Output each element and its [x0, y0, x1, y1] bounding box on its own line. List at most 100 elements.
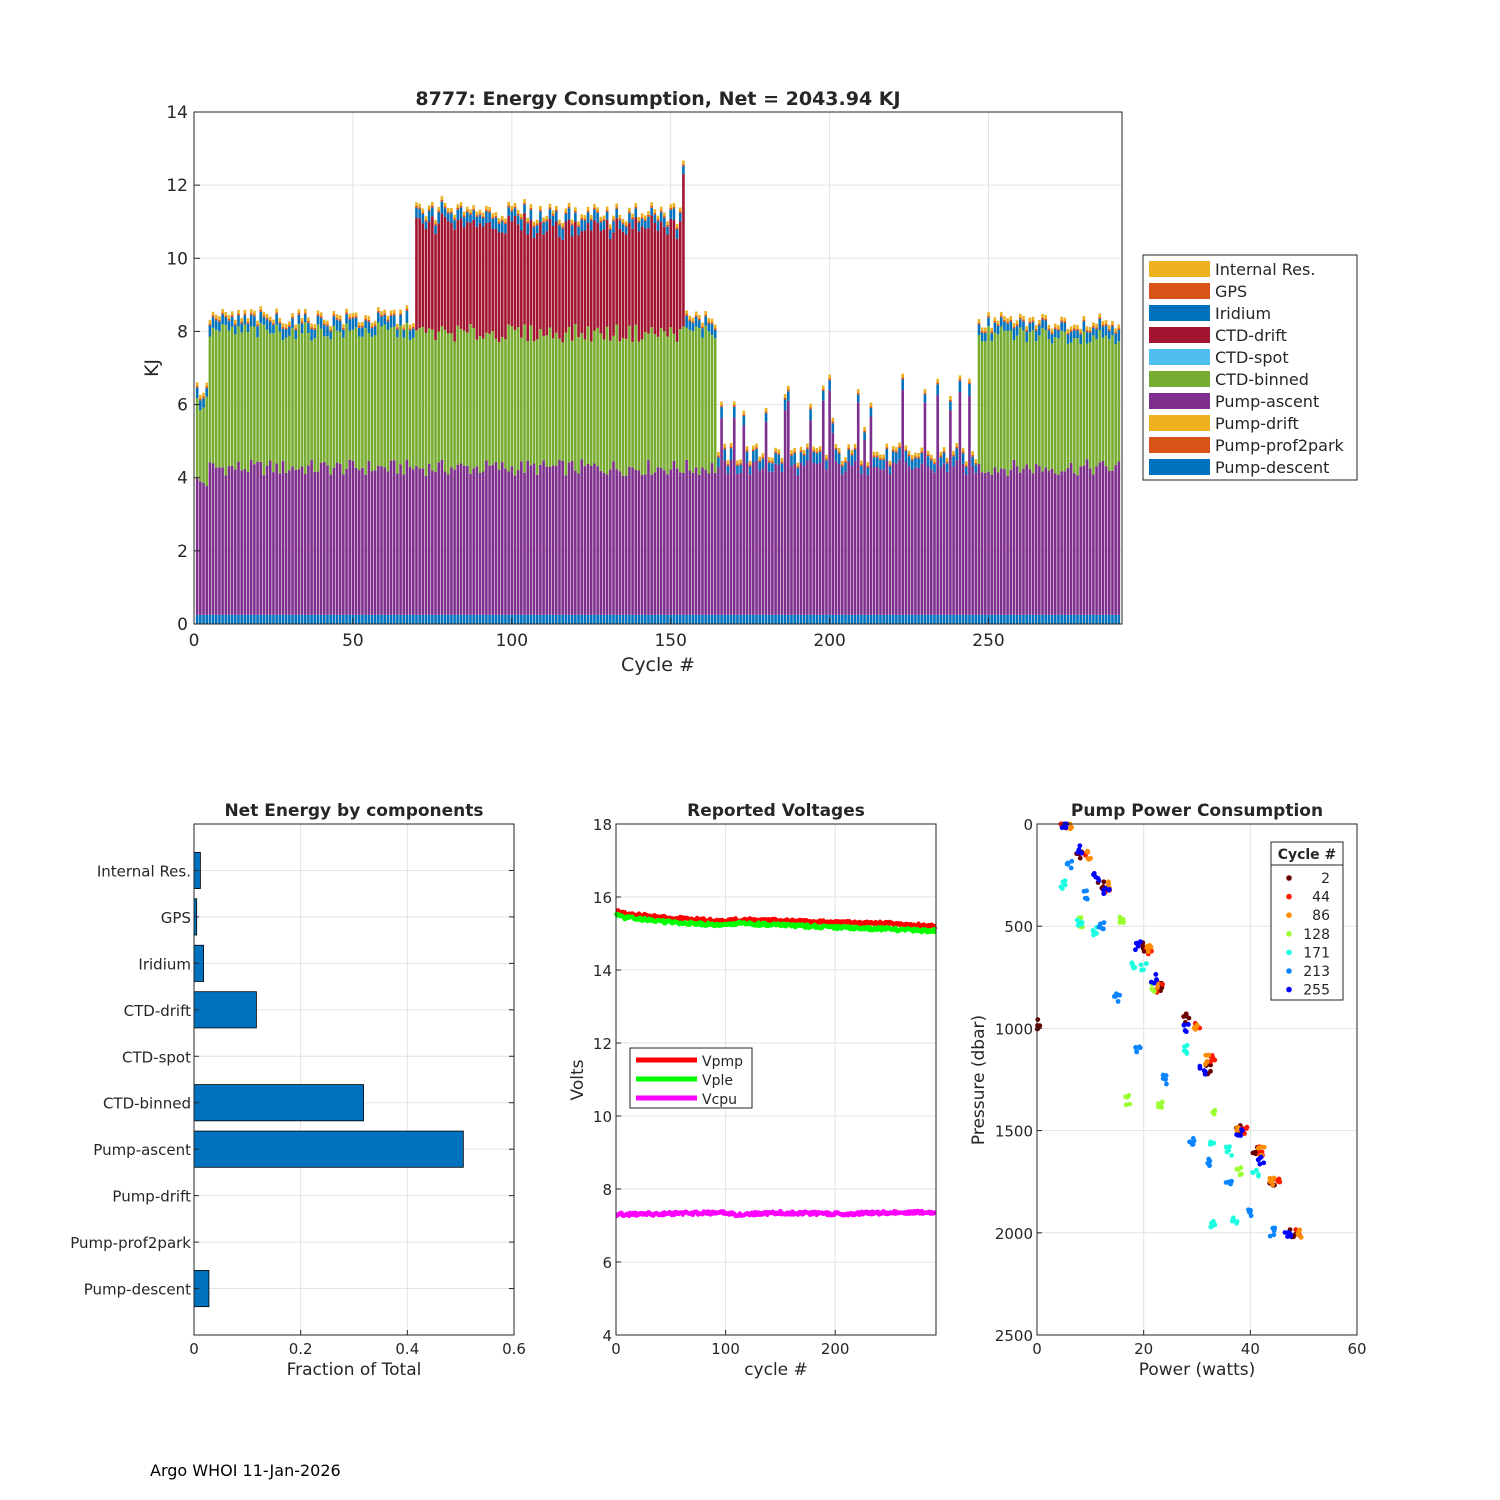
- energy-bar-pump-ascent: [698, 474, 701, 615]
- energy-bar-gps: [812, 450, 816, 453]
- energy-bar-ctd-binned: [268, 333, 272, 461]
- pump-power-point: [1197, 1065, 1203, 1071]
- energy-bar-pump-ascent: [764, 421, 768, 615]
- energy-bar-gps: [612, 219, 615, 222]
- energy-bar-ctd-drift: [659, 221, 663, 329]
- energy-bar-pump-ascent: [812, 462, 816, 615]
- energy-bar-iridium: [736, 465, 739, 474]
- energy-bar-gps: [936, 382, 939, 385]
- energy-bar-iridium: [526, 223, 530, 235]
- energy-bar-ctd-drift: [520, 230, 523, 338]
- energy-bar-pump-ascent: [577, 473, 580, 615]
- energy-bar-ctd-binned: [246, 332, 250, 472]
- energy-bar-gps: [949, 399, 952, 402]
- energy-bar-ctd-binned: [1009, 330, 1013, 470]
- voltages-ylabel: Volts: [568, 1059, 588, 1100]
- energy-bar-iridium: [869, 408, 873, 417]
- energy-bar-gps: [952, 454, 955, 457]
- energy-legend-label: Pump-ascent: [1215, 392, 1319, 411]
- energy-bar-pump-ascent: [415, 466, 418, 615]
- energy-bar-ctd-binned: [618, 341, 622, 472]
- energy-bar-internal-res: [745, 446, 749, 450]
- energy-bar-pump-descent: [453, 614, 456, 624]
- pump-power-point: [1148, 979, 1154, 985]
- energy-bar-iridium: [809, 409, 812, 421]
- energy-bar-ctd-binned: [1060, 330, 1063, 472]
- energy-bar-pump-ascent: [879, 469, 882, 615]
- energy-bar-pump-ascent: [256, 461, 259, 615]
- energy-xtick-label: 150: [654, 631, 686, 651]
- energy-bar-internal-res: [564, 208, 568, 213]
- energy-bar-internal-res: [586, 206, 590, 211]
- energy-bar-pump-descent: [389, 614, 393, 624]
- energy-bar-internal-res: [583, 215, 587, 219]
- energy-bar-internal-res: [211, 311, 215, 316]
- energy-bar-ctd-binned: [427, 328, 431, 464]
- energy-bar-gps: [866, 465, 870, 468]
- energy-bar-pump-ascent: [882, 469, 885, 615]
- energy-bar-gps: [265, 317, 269, 320]
- energy-bar-ctd-binned: [542, 336, 545, 461]
- energy-bar-pump-descent: [1107, 614, 1111, 624]
- components-title: Net Energy by components: [224, 801, 483, 821]
- energy-bar-ctd-drift: [443, 216, 447, 330]
- energy-bar-pump-descent: [621, 614, 625, 624]
- energy-bar-internal-res: [1015, 320, 1019, 325]
- energy-bar-pump-ascent: [364, 474, 367, 615]
- energy-bar-iridium: [834, 449, 838, 461]
- energy-bar-pump-ascent: [974, 472, 978, 615]
- energy-bar-gps: [494, 215, 498, 218]
- energy-bar-pump-ascent: [586, 463, 590, 615]
- energy-bar-ctd-binned: [202, 407, 205, 484]
- energy-bar-pump-descent: [1111, 614, 1114, 624]
- energy-bar-ctd-binned: [539, 329, 542, 465]
- energy-bar-pump-ascent: [396, 473, 399, 615]
- energy-bar-iridium: [1038, 325, 1041, 336]
- energy-bar-pump-descent: [599, 614, 603, 624]
- energy-bar-pump-ascent: [650, 474, 653, 615]
- energy-bar-pump-ascent: [984, 472, 987, 615]
- energy-bar-pump-ascent: [1095, 466, 1098, 615]
- energy-bar-gps: [437, 210, 441, 213]
- energy-bar-pump-ascent: [485, 460, 488, 615]
- energy-bar-ctd-drift: [497, 232, 501, 343]
- energy-bar-pump-ascent: [895, 463, 898, 615]
- energy-bar-ctd-binned: [338, 331, 342, 464]
- energy-bar-pump-ascent: [459, 463, 463, 615]
- energy-bar-gps: [195, 385, 199, 388]
- energy-bar-iridium: [466, 212, 469, 223]
- energy-bar-pump-descent: [952, 614, 955, 624]
- energy-bar-iridium: [923, 394, 927, 403]
- energy-bar-iridium: [1092, 327, 1095, 336]
- energy-bar-internal-res: [904, 445, 908, 450]
- energy-bar-pump-descent: [497, 614, 501, 624]
- energy-bar-gps: [748, 464, 752, 467]
- energy-bar-pump-descent: [643, 614, 647, 624]
- energy-bar-internal-res: [415, 202, 418, 206]
- energy-bar-pump-descent: [284, 614, 288, 624]
- energy-bar-ctd-binned: [1111, 335, 1114, 471]
- voltages-legend-label: Vpmp: [702, 1054, 743, 1070]
- energy-bar-ctd-drift: [605, 219, 609, 327]
- energy-bar-ctd-binned: [377, 322, 380, 466]
- energy-bar-pump-descent: [780, 614, 784, 624]
- energy-bar-pump-descent: [701, 614, 704, 624]
- energy-bar-gps: [1031, 320, 1035, 323]
- energy-bar-iridium: [640, 218, 644, 227]
- energy-bar-gps: [847, 447, 850, 450]
- pump-power-point: [1235, 1132, 1241, 1138]
- energy-bar-iridium: [806, 449, 809, 461]
- energy-bar-iridium: [879, 459, 882, 470]
- energy-bar-ctd-binned: [316, 324, 320, 472]
- energy-bar-gps: [288, 325, 291, 327]
- energy-bar-pump-descent: [910, 614, 914, 624]
- energy-bar-pump-ascent: [767, 471, 771, 615]
- energy-bar-ctd-drift: [523, 212, 526, 325]
- energy-bar-internal-res: [535, 219, 539, 224]
- energy-bar-pump-ascent: [777, 464, 781, 615]
- energy-bar-internal-res: [717, 451, 720, 456]
- energy-bar-iridium: [516, 215, 520, 225]
- energy-bar-iridium: [472, 210, 475, 220]
- pump-power-xtick-label: 20: [1134, 1340, 1153, 1358]
- energy-bar-gps: [218, 319, 221, 322]
